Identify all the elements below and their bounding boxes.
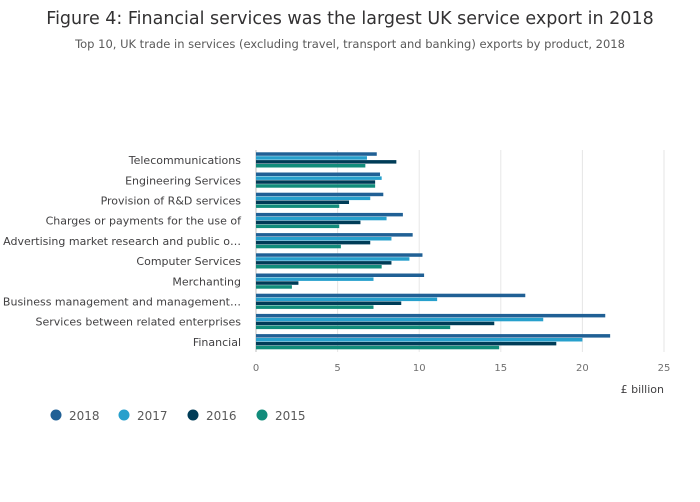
bar-2016-4[interactable] <box>256 240 371 245</box>
legend: 2018 2017 2016 2015 <box>50 409 306 423</box>
category-label: Charges or payments for the use of <box>46 215 243 228</box>
category-label: Merchanting <box>172 275 241 288</box>
bar-2018-9[interactable] <box>256 334 611 338</box>
legend-item-2018[interactable]: 2018 <box>50 409 100 423</box>
bar-2015-8[interactable] <box>256 325 451 330</box>
bar-2016-2[interactable] <box>256 200 350 205</box>
bar-2015-7[interactable] <box>256 305 374 309</box>
bar-2018-8[interactable] <box>256 313 606 318</box>
legend-marker-2016 <box>187 409 199 421</box>
x-tick-label: 5 <box>334 363 340 374</box>
bar-2015-2[interactable] <box>256 204 340 208</box>
chart-title: Figure 4: Financial services was the lar… <box>46 9 653 29</box>
legend-marker-2015 <box>256 409 268 421</box>
bar-2018-0[interactable] <box>256 152 377 156</box>
bar-2017-1[interactable] <box>256 176 382 180</box>
legend-marker-2018 <box>50 409 62 421</box>
bar-2015-3[interactable] <box>256 224 340 229</box>
category-label: Services between related enterprises <box>36 316 242 329</box>
bar-2017-3[interactable] <box>256 216 387 221</box>
bar-2017-2[interactable] <box>256 196 371 201</box>
bar-2016-3[interactable] <box>256 220 361 225</box>
legend-item-2016[interactable]: 2016 <box>187 409 237 423</box>
legend-label: 2016 <box>206 409 237 423</box>
bar-2016-0[interactable] <box>256 160 397 164</box>
legend-item-2017[interactable]: 2017 <box>118 409 168 423</box>
bar-2015-0[interactable] <box>256 164 366 168</box>
bars <box>256 152 611 350</box>
x-axis-title: £ billion <box>621 383 664 396</box>
bar-2016-9[interactable] <box>256 341 557 346</box>
bar-2018-2[interactable] <box>256 192 384 197</box>
category-label: Advertising market research and public o… <box>3 235 241 248</box>
bar-2016-8[interactable] <box>256 321 495 326</box>
bar-2015-9[interactable] <box>256 345 500 350</box>
bar-2015-6[interactable] <box>256 285 292 289</box>
legend-label: 2018 <box>69 409 100 423</box>
bar-2018-1[interactable] <box>256 172 381 177</box>
bar-2015-1[interactable] <box>256 184 376 188</box>
bar-2017-8[interactable] <box>256 317 544 322</box>
bar-2015-5[interactable] <box>256 265 382 269</box>
category-label: Telecommunications <box>128 154 242 167</box>
x-tick-labels: 0 5 10 15 20 25 <box>253 363 671 374</box>
x-tick-label: 15 <box>494 363 507 374</box>
x-tick-label: 0 <box>253 363 259 374</box>
category-label: Engineering Services <box>125 174 241 187</box>
bar-2018-7[interactable] <box>256 293 526 298</box>
category-label: Computer Services <box>136 255 241 268</box>
legend-label: 2015 <box>275 409 306 423</box>
category-label: Business management and management… <box>3 296 241 309</box>
bar-2017-6[interactable] <box>256 277 374 281</box>
chart-subtitle: Top 10, UK trade in services (excluding … <box>74 37 625 51</box>
legend-label: 2017 <box>137 409 168 423</box>
category-label: Provision of R&D services <box>101 195 242 208</box>
bar-2018-3[interactable] <box>256 212 403 217</box>
bar-2016-5[interactable] <box>256 261 392 265</box>
bar-2018-5[interactable] <box>256 253 423 257</box>
legend-marker-2017 <box>118 409 130 421</box>
bar-2017-4[interactable] <box>256 237 392 241</box>
bar-2016-6[interactable] <box>256 281 299 285</box>
bar-2017-5[interactable] <box>256 257 410 261</box>
bar-2018-4[interactable] <box>256 233 413 237</box>
x-tick-label: 10 <box>413 363 426 374</box>
bar-2017-7[interactable] <box>256 297 438 302</box>
bar-2016-7[interactable] <box>256 301 402 306</box>
bar-2018-6[interactable] <box>256 273 425 278</box>
category-label: Financial <box>193 336 241 349</box>
bar-2015-4[interactable] <box>256 244 341 249</box>
x-tick-label: 25 <box>658 363 671 374</box>
legend-item-2015[interactable]: 2015 <box>256 409 306 423</box>
bar-2017-0[interactable] <box>256 156 367 160</box>
bar-2017-9[interactable] <box>256 338 583 342</box>
bar-2016-1[interactable] <box>256 180 376 184</box>
x-tick-label: 20 <box>576 363 589 374</box>
category-labels: Telecommunications Engineering Services Pr… <box>3 154 242 349</box>
